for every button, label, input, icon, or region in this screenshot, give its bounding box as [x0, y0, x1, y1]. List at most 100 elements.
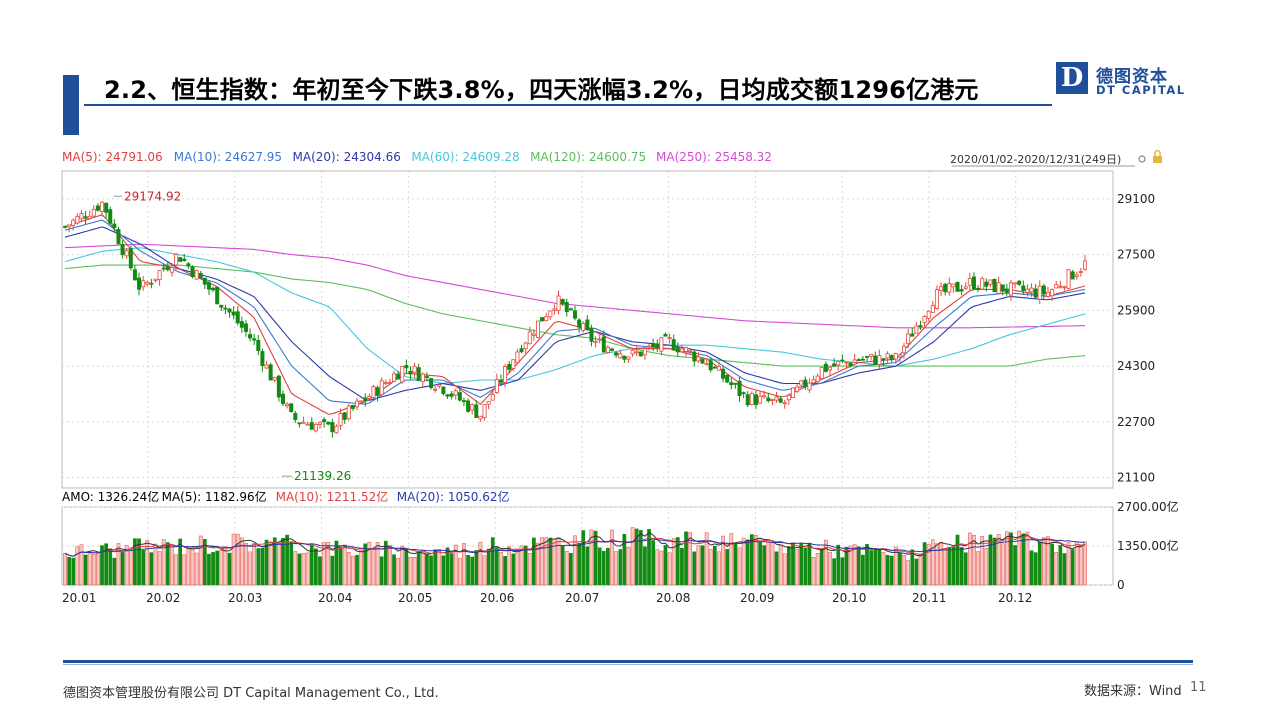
- candle-body: [478, 415, 483, 420]
- x-axis: 20.01 20.02 20.03 20.04 20.05 20.06 20.07 20.08…: [62, 591, 1032, 605]
- volume-bar: [766, 539, 771, 586]
- candle-body: [1029, 287, 1034, 293]
- lock-icon[interactable]: [1153, 149, 1162, 164]
- volume-bar: [141, 550, 145, 586]
- volume-bar: [470, 556, 475, 586]
- volume-bar: [248, 551, 252, 586]
- candle-body: [610, 348, 615, 351]
- volume-bar: [519, 545, 524, 586]
- volume-bar: [680, 547, 684, 586]
- volume-bar: [244, 542, 248, 586]
- candle-body: [482, 404, 487, 418]
- volume-bar: [379, 556, 384, 586]
- candle-body: [869, 353, 874, 357]
- candle-body: [918, 325, 923, 327]
- candle-body: [379, 380, 384, 396]
- volume-bar: [638, 530, 643, 586]
- volume-bar: [338, 547, 343, 586]
- volume-bar: [770, 541, 775, 586]
- candle-body: [334, 425, 339, 434]
- volume-bar: [1058, 545, 1063, 586]
- candle-body: [836, 361, 841, 366]
- volume-bar: [712, 545, 717, 586]
- candle-body: [980, 278, 985, 290]
- volume-bar: [577, 542, 581, 586]
- candle-body: [642, 348, 647, 356]
- volume-bar: [112, 557, 117, 586]
- volume-bar: [795, 549, 799, 586]
- page-title: 2.2、恒生指数：年初至今下跌3.8%，四天涨幅3.2%，日均成交额1296亿港…: [104, 76, 979, 104]
- volume-bar: [235, 533, 240, 586]
- candle-body: [449, 393, 454, 397]
- volume-bar: [359, 550, 363, 586]
- volume-bar: [277, 541, 281, 586]
- candle-body: [1070, 271, 1075, 280]
- candle-body: [848, 362, 853, 366]
- candle-body: [252, 338, 257, 341]
- x-tick-label: 20.08: [656, 591, 690, 605]
- volume-bar: [133, 538, 137, 586]
- candle-body: [1000, 284, 1005, 292]
- settings-icon[interactable]: [1138, 155, 1146, 163]
- price-tick-label: 29100: [1117, 192, 1155, 206]
- candle-body: [420, 373, 425, 382]
- candle-body: [873, 355, 878, 365]
- volume-bar: [260, 547, 265, 586]
- candle-body: [153, 278, 158, 281]
- candle-body: [651, 343, 656, 347]
- candle-body: [729, 382, 734, 386]
- candle-body: [1062, 286, 1067, 289]
- volume-bar: [285, 534, 289, 586]
- candle-body: [350, 405, 355, 409]
- candle-body: [515, 351, 520, 363]
- volume-bar: [951, 546, 956, 586]
- volume-bar: [388, 544, 392, 586]
- volume-bar: [737, 547, 742, 586]
- candle-body: [593, 341, 598, 344]
- volume-bar: [671, 538, 676, 586]
- candle-body: [655, 343, 660, 349]
- candle-body: [737, 380, 742, 397]
- volume-bar: [108, 548, 113, 586]
- volume-bar: [663, 545, 668, 586]
- volume-bar: [194, 552, 199, 586]
- volume-bar: [540, 537, 544, 586]
- volume-bar: [861, 554, 865, 586]
- volume-bar: [309, 544, 314, 586]
- volume-bar: [930, 539, 935, 586]
- candle-body: [108, 209, 113, 224]
- volume-bar: [128, 547, 133, 586]
- candle-body: [453, 390, 458, 396]
- candle-body: [984, 281, 989, 287]
- candle-body: [211, 287, 216, 291]
- volume-bar: [721, 535, 725, 586]
- candle-body: [790, 387, 795, 399]
- candle-body: [116, 229, 121, 245]
- ma-legend-item: MA(5): 24791.06: [62, 150, 163, 164]
- volume-bar: [684, 531, 688, 586]
- candle-body: [1037, 285, 1042, 300]
- candle-body: [165, 266, 170, 271]
- candles: [63, 201, 1088, 438]
- volume-bar: [75, 546, 80, 586]
- candle-body: [280, 393, 285, 404]
- candle-body: [112, 223, 117, 228]
- volume-bar: [980, 535, 985, 586]
- volume-bar: [137, 538, 141, 586]
- volume-bar: [515, 549, 520, 586]
- candle-body: [626, 356, 631, 360]
- candle-body: [930, 304, 935, 313]
- candle-body: [597, 338, 602, 341]
- candle-body: [124, 250, 129, 257]
- volume-bar: [856, 546, 861, 586]
- candle-body: [437, 384, 442, 387]
- volume-bar: [844, 546, 849, 586]
- candle-body: [585, 319, 590, 331]
- candle-body: [795, 386, 800, 392]
- volume-bar: [556, 537, 561, 586]
- candle-body: [227, 308, 232, 313]
- volume-bar: [758, 541, 762, 586]
- volume-bar: [523, 545, 528, 586]
- candle-body: [71, 219, 76, 226]
- volume-bar: [161, 539, 166, 586]
